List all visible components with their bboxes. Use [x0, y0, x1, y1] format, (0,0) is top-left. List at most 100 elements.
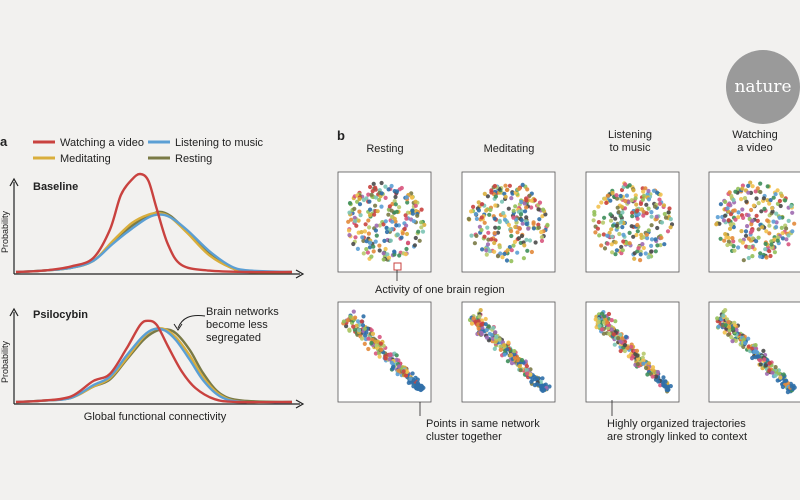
scatter-point [370, 189, 375, 194]
scatter-point [781, 372, 786, 377]
x-axis-label: Global functional connectivity [84, 411, 227, 423]
scatter-point [509, 229, 514, 234]
scatter-point [385, 252, 390, 257]
scatter-point [718, 202, 724, 207]
scatter-point [394, 209, 399, 214]
scatter-point [714, 222, 719, 227]
legend-label-music: Listening to music [175, 137, 264, 149]
scatter-point [728, 212, 734, 217]
scatter-point [377, 334, 382, 340]
scatter-point [739, 229, 744, 234]
scatter-point [619, 204, 625, 209]
scatter-panel-psilocybin-1 [461, 301, 556, 403]
scatter-point [726, 202, 731, 207]
scatter-point [402, 226, 407, 232]
scatter-point [606, 311, 612, 317]
scatter-point [360, 235, 365, 240]
scatter-point [373, 339, 378, 344]
scatter-point [540, 376, 545, 381]
scatter-point [777, 198, 783, 204]
scatter-point [731, 208, 736, 213]
scatter-point [741, 258, 746, 263]
scatter-point [742, 196, 748, 201]
scatter-point [484, 208, 489, 213]
scatter-point [532, 374, 537, 380]
scatter-point [520, 221, 525, 226]
scatter-point [609, 318, 614, 323]
scatter-point [394, 353, 399, 358]
scatter-point [493, 194, 498, 199]
scatter-point [746, 336, 751, 341]
scatter-point [373, 351, 378, 356]
scatter-point [767, 201, 772, 206]
scatter-point [349, 217, 354, 222]
scatter-point [620, 225, 625, 230]
scatter-point [661, 375, 666, 380]
scatter-point [649, 237, 655, 242]
scatter-point [523, 209, 528, 214]
scatter-point [524, 221, 529, 227]
scatter-point [493, 203, 498, 208]
scatter-point [413, 203, 418, 208]
scatter-point [509, 361, 515, 366]
scatter-point [525, 248, 530, 253]
scatter-point [348, 314, 353, 319]
scatter-point [608, 212, 613, 217]
scatter-point [662, 211, 667, 217]
scatter-point [497, 245, 502, 250]
scatter-point [769, 242, 774, 247]
scatter-point [469, 321, 475, 326]
scatter-point [486, 230, 491, 235]
scatter-point [661, 203, 667, 208]
scatter-point [529, 379, 534, 384]
scatter-point [741, 337, 747, 342]
scatter-point [622, 348, 628, 354]
scatter-point [469, 233, 474, 238]
scatter-point [645, 236, 650, 241]
scatter-point [369, 192, 374, 197]
scatter-point [668, 225, 673, 230]
scatter-point [410, 211, 415, 216]
scatter-point [494, 334, 499, 339]
scatter-point [367, 240, 373, 245]
scatter-point [399, 235, 404, 240]
scatter-point [618, 213, 623, 218]
scatter-point [482, 234, 487, 239]
scatter-point [382, 238, 387, 243]
scatter-point [662, 242, 667, 247]
scatter-point [605, 326, 611, 331]
scatter-point [721, 313, 726, 318]
scatter-point [725, 206, 730, 211]
scatter-point [605, 241, 610, 246]
scatter-point [750, 236, 755, 241]
scatter-point [377, 354, 382, 359]
scatter-point [634, 232, 639, 238]
scatter-point [616, 336, 621, 341]
scatter-point [498, 344, 503, 349]
scatter-point [485, 225, 490, 230]
scatter-point [386, 187, 391, 192]
scatter-point [388, 238, 393, 243]
scatter-point [750, 184, 755, 189]
scatter-point [393, 202, 398, 207]
scatter-point [641, 358, 646, 363]
scatter-point [512, 355, 518, 361]
scatter-point [620, 210, 625, 215]
scatter-point [367, 199, 372, 204]
scatter-point [646, 228, 651, 233]
scatter-point [630, 210, 635, 215]
scatter-point [726, 239, 732, 244]
scatter-point [655, 225, 660, 231]
scatter-point [506, 206, 511, 211]
scatter-point [727, 190, 732, 195]
scatter-point [746, 236, 752, 241]
scatter-point [758, 251, 763, 256]
scatter-point [731, 197, 736, 203]
scatter-point [753, 189, 758, 194]
scatter-point [403, 252, 408, 257]
scatter-point [610, 234, 615, 239]
scatter-point [750, 346, 755, 351]
scatter-point [619, 244, 624, 250]
scatter-point [485, 194, 490, 199]
